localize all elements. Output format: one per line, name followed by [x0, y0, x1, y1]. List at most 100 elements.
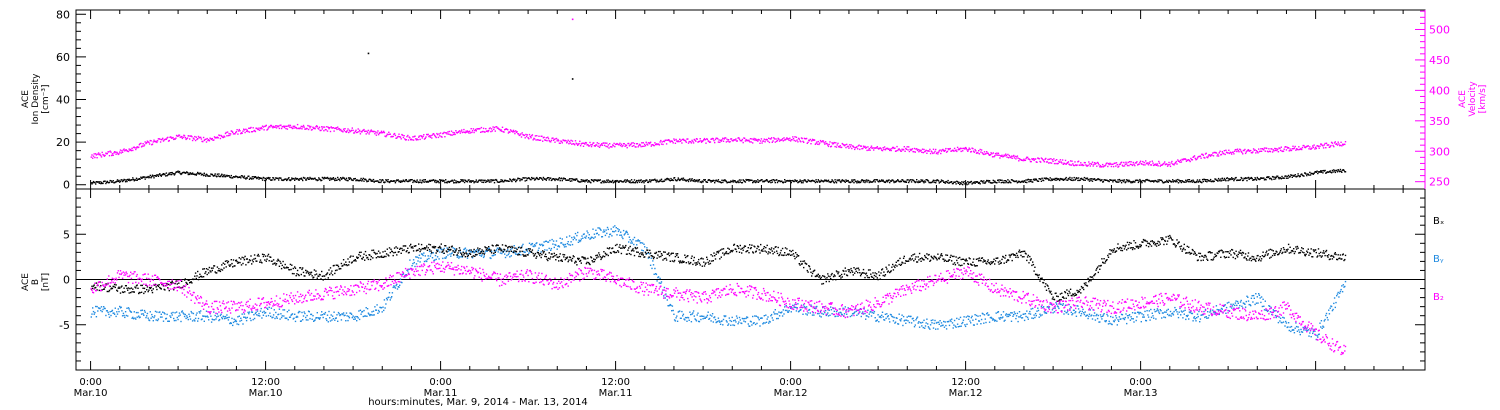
series-ion-density-point [1033, 178, 1035, 180]
series-by-point [301, 311, 303, 314]
series-velocity-point [427, 133, 429, 136]
series-velocity-point [819, 139, 822, 142]
series-by-point [194, 317, 197, 320]
series-ion-density-point [593, 179, 596, 181]
series-velocity-point [1074, 161, 1076, 163]
series-velocity-point [883, 146, 886, 148]
series-by-point [202, 315, 205, 317]
series-ion-density-point [358, 180, 361, 182]
series-by-point [278, 313, 280, 315]
series-by-point [136, 316, 138, 318]
series-ion-density-point [1071, 177, 1073, 179]
series-velocity-point [612, 145, 615, 147]
series-ion-density-point [1075, 177, 1078, 179]
series-ion-density-point [1190, 180, 1192, 183]
series-ion-density-point [506, 180, 508, 182]
series-by-point [118, 310, 120, 313]
series-by-point [388, 296, 390, 298]
series-by-point [237, 316, 239, 318]
series-velocity-point [383, 130, 385, 133]
series-velocity-point [306, 127, 308, 130]
series-by-point [964, 324, 966, 326]
series-velocity-point [141, 145, 143, 147]
series-velocity-point [756, 139, 758, 141]
series-ion-density-point [607, 179, 609, 181]
series-ion-density-point [737, 180, 739, 182]
series-velocity-point [647, 144, 649, 146]
series-velocity-point [978, 150, 980, 152]
series-velocity-point [1142, 164, 1145, 166]
series-by-point [813, 314, 815, 316]
series-ion-density-point [1152, 180, 1154, 182]
outlier-point [571, 78, 574, 80]
series-velocity-point [995, 154, 997, 156]
series-ion-density-point [1178, 179, 1180, 181]
series-by-point [630, 240, 633, 242]
series-ion-density-point [550, 177, 552, 179]
series-ion-density-point [1144, 181, 1146, 183]
series-ion-density-point [1158, 180, 1160, 183]
series-by-point [488, 247, 491, 250]
series-velocity-point [620, 143, 623, 145]
series-velocity-point [757, 140, 759, 142]
series-velocity-point [195, 136, 197, 138]
series-by-point [730, 320, 733, 323]
series-velocity-point [1339, 144, 1342, 147]
series-ion-density-point [470, 181, 472, 183]
series-by-point [235, 319, 237, 321]
series-by-point [1019, 316, 1021, 318]
series-ion-density-point [784, 181, 787, 183]
series-by-point [229, 322, 232, 324]
series-ion-density-point [638, 181, 641, 183]
series-velocity-point [1161, 164, 1163, 166]
series-by-point [283, 315, 285, 317]
series-velocity-point [420, 135, 423, 137]
series-velocity-point [1183, 158, 1185, 160]
series-by-point [286, 311, 289, 313]
series-velocity-point [631, 145, 633, 147]
series-velocity-point [1075, 164, 1078, 167]
series-velocity-point [286, 125, 288, 127]
series-by-point [262, 314, 265, 316]
series-ion-density-point [342, 177, 345, 179]
series-ion-density-point [935, 182, 937, 184]
series-ion-density-point [1204, 178, 1206, 181]
series-by-point [652, 264, 655, 266]
series-velocity-point [1295, 148, 1298, 150]
series-ion-density-point [640, 179, 642, 181]
series-by-point [97, 310, 99, 312]
series-velocity-point [1322, 147, 1325, 149]
series-by-point [509, 249, 512, 251]
series-ion-density-point [962, 183, 964, 186]
series-velocity-point [1244, 148, 1246, 151]
series-ion-density-point [339, 179, 341, 182]
series-by-point [709, 314, 712, 316]
series-velocity-point [466, 130, 469, 132]
series-ion-density-point [1062, 179, 1064, 181]
series-ion-density-point [948, 182, 951, 184]
series-by-point [893, 316, 895, 319]
series-by-point [691, 313, 693, 315]
series-velocity-point [1170, 162, 1172, 164]
series-ion-density-point [913, 179, 915, 182]
series-by-point [224, 315, 227, 318]
series-by-point [429, 255, 432, 257]
series-ion-density-point [480, 179, 483, 181]
series-velocity-point [892, 146, 895, 149]
series-velocity-point [170, 136, 172, 138]
series-velocity-point [298, 127, 300, 129]
series-by-point [972, 319, 974, 321]
series-by-point [854, 311, 856, 313]
series-velocity-point [752, 142, 754, 144]
series-ion-density-point [636, 181, 639, 184]
series-velocity-point [1138, 163, 1140, 165]
series-by-point [153, 316, 155, 319]
series-ion-density-point [601, 180, 604, 182]
series-ion-density-point [382, 179, 384, 181]
series-by-point [230, 322, 232, 325]
series-ion-density-point [741, 181, 744, 184]
series-ion-density-point [880, 180, 882, 182]
series-by-point [926, 318, 928, 320]
series-by-point [897, 323, 900, 325]
series-by-point [346, 315, 348, 317]
